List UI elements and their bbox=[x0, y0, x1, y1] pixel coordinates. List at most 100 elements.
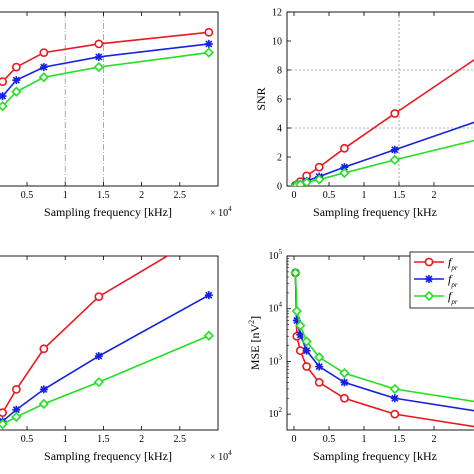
y-tick-label: 105 bbox=[269, 248, 283, 262]
x-tick-label: 1.5 bbox=[97, 434, 110, 445]
series-line-2 bbox=[1, 43, 209, 97]
circle-marker bbox=[314, 377, 324, 387]
y-axis-label: SNR bbox=[254, 87, 268, 110]
x-axis-label: Sampling frequency [kHz] bbox=[44, 449, 172, 463]
x-axis-label: Sampling frequency [kHz bbox=[313, 205, 437, 219]
diamond-marker bbox=[301, 177, 312, 186]
circle-marker bbox=[424, 257, 434, 267]
diamond-marker bbox=[0, 419, 8, 430]
diamond-marker bbox=[314, 352, 325, 363]
y-label-end: ] bbox=[248, 316, 262, 320]
x-tick-label: 1 bbox=[362, 190, 367, 201]
circle-marker bbox=[390, 109, 400, 118]
circle-marker bbox=[314, 162, 324, 172]
y-tick-label: 8 bbox=[277, 66, 282, 77]
circle-marker bbox=[11, 62, 21, 72]
x-tick-label: 1 bbox=[362, 434, 367, 445]
circle-marker bbox=[302, 362, 311, 371]
circle-marker bbox=[339, 393, 349, 403]
diamond-marker bbox=[423, 290, 435, 302]
series-line-2 bbox=[295, 121, 474, 186]
asterisk-marker bbox=[94, 352, 103, 361]
y-tick-base: 10 bbox=[269, 304, 279, 315]
y-tick-exp: 3 bbox=[279, 353, 283, 361]
asterisk-marker bbox=[94, 52, 103, 61]
y-tick-label: 6 bbox=[277, 95, 282, 106]
diamond-marker bbox=[93, 377, 104, 388]
asterisk-marker bbox=[292, 316, 301, 325]
axes-box bbox=[0, 11, 219, 187]
asterisk-marker bbox=[340, 378, 349, 387]
circle-marker bbox=[11, 384, 21, 394]
series-line-2 bbox=[2, 294, 210, 422]
legend-label-sub: pr bbox=[450, 281, 458, 289]
circle-marker bbox=[390, 409, 400, 419]
y-axis-label: MSE [nV2] bbox=[247, 316, 262, 370]
y-tick-label: 10 bbox=[272, 37, 282, 48]
diamond-marker bbox=[339, 167, 350, 179]
x-tick-label: 2 bbox=[139, 190, 144, 201]
circle-marker bbox=[39, 48, 49, 57]
asterisk-marker bbox=[12, 405, 21, 414]
y-tick-label: 103 bbox=[269, 353, 283, 367]
asterisk-marker bbox=[390, 145, 399, 154]
x-tick-label: 2 bbox=[432, 190, 437, 201]
legend-label: fpr bbox=[448, 289, 458, 306]
x-tick-label: 0.5 bbox=[323, 190, 336, 201]
circle-marker bbox=[339, 143, 349, 153]
x-scale-exp: 4 bbox=[228, 205, 232, 213]
axes-box bbox=[286, 255, 474, 431]
series-group bbox=[290, 58, 474, 186]
y-tick-label: 2 bbox=[277, 153, 282, 164]
panel-top-right: 0 0.5 1 1.5 2 0 2 4 6 8 10 12 Sampling frequency [kH… bbox=[254, 8, 474, 219]
x-tick-label: 0.5 bbox=[21, 190, 34, 201]
x-tick-label: 2.5 bbox=[174, 190, 187, 201]
y-label-sup: 2 bbox=[247, 320, 256, 324]
legend-label-main: f bbox=[448, 255, 453, 269]
asterisk-marker bbox=[204, 291, 213, 300]
legend-box bbox=[409, 251, 474, 309]
x-tick-label: 2 bbox=[139, 434, 144, 445]
diamond-marker bbox=[11, 411, 22, 423]
diamond-marker bbox=[389, 383, 400, 395]
series-group bbox=[290, 267, 474, 428]
asterisk-marker bbox=[296, 330, 305, 339]
series-group bbox=[0, 27, 214, 112]
x-tick-label: 1 bbox=[63, 434, 68, 445]
diamond-marker bbox=[38, 72, 49, 83]
asterisk-marker bbox=[315, 362, 324, 371]
circle-marker bbox=[0, 77, 7, 86]
y-tick-exp: 4 bbox=[279, 301, 283, 309]
legend-label: fpr bbox=[448, 255, 458, 272]
diamond-marker bbox=[11, 86, 22, 97]
x-axis-label: Sampling frequency [kHz] bbox=[44, 205, 172, 219]
circle-marker bbox=[205, 228, 212, 235]
diamond-marker bbox=[314, 174, 325, 185]
diamond-marker bbox=[295, 320, 306, 331]
y-label-main: MSE [nV bbox=[248, 324, 262, 371]
circle-marker bbox=[204, 27, 214, 37]
y-tick-label: 4 bbox=[277, 124, 282, 135]
asterisk-marker bbox=[39, 385, 48, 394]
asterisk-marker bbox=[390, 394, 399, 403]
asterisk-marker bbox=[0, 92, 7, 101]
y-tick-base: 10 bbox=[269, 409, 279, 420]
x-tick-label: 1.5 bbox=[393, 190, 406, 201]
asterisk-marker bbox=[425, 275, 433, 283]
diamond-marker bbox=[301, 336, 312, 347]
asterisk-marker bbox=[39, 63, 48, 72]
axes-box bbox=[0, 255, 219, 431]
x-tick-label: 2.5 bbox=[174, 434, 187, 445]
x-scale-base: × 10 bbox=[210, 208, 228, 219]
x-scale-base: × 10 bbox=[210, 452, 228, 463]
x-scale-exp: 4 bbox=[228, 449, 232, 457]
series-line-3 bbox=[2, 335, 210, 425]
legend-label-main: f bbox=[448, 272, 453, 286]
legend-label: fpr bbox=[448, 272, 458, 289]
series-group bbox=[0, 228, 214, 430]
y-tick-label: 102 bbox=[269, 406, 283, 420]
